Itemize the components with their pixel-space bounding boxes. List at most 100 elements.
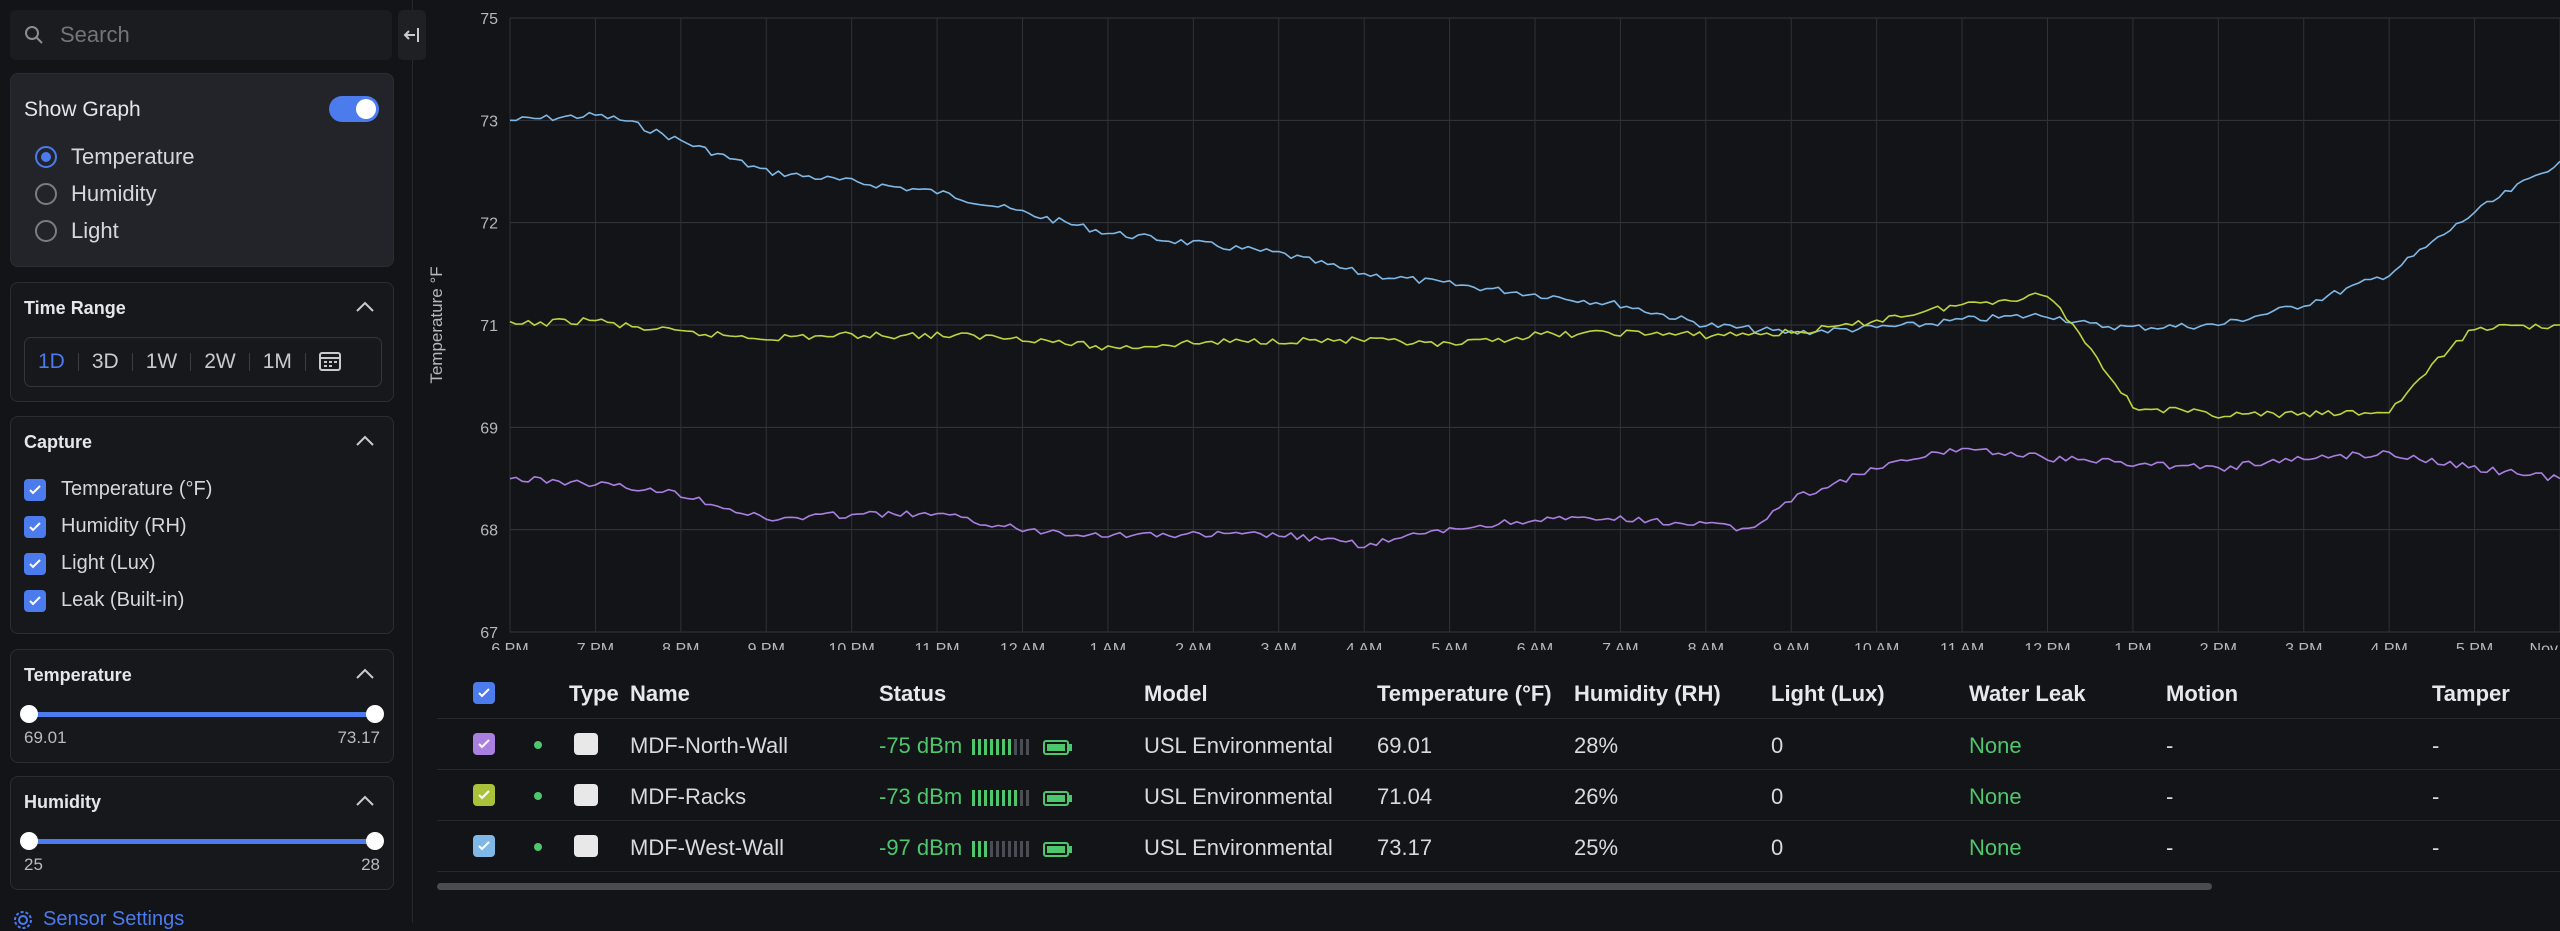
y-tick-label: 73	[480, 113, 498, 130]
row-checkbox[interactable]	[473, 733, 495, 755]
collapse-sidebar-button[interactable]	[398, 10, 426, 60]
sensor-name[interactable]: MDF-Racks	[630, 784, 747, 809]
x-tick-label: 2 PM	[2200, 641, 2237, 650]
search-input[interactable]	[58, 21, 362, 49]
online-status-dot	[534, 843, 542, 851]
column-header-status[interactable]: Status	[879, 681, 947, 706]
temperature-range-slider[interactable]	[20, 705, 384, 723]
time-range-1w[interactable]: 1W	[133, 351, 192, 372]
sensor-settings-link[interactable]: Sensor Settings	[13, 908, 184, 931]
signal-dbm: -97 dBm	[879, 835, 963, 860]
sensor-light: 0	[1771, 784, 1784, 809]
capture-light-checkbox[interactable]: Light (Lux)	[24, 552, 156, 575]
sensor-motion: -	[2166, 733, 2174, 758]
slider-min-handle[interactable]	[20, 832, 38, 850]
chevron-up-icon[interactable]	[355, 301, 375, 313]
table-row[interactable]: MDF-Racks -73 dBm USL Environmental 71.04 26…	[437, 770, 2560, 821]
series-line-2	[509, 292, 2560, 419]
humidity-filter-panel: Humidity 25 28	[10, 776, 394, 890]
time-range-1m[interactable]: 1M	[250, 351, 306, 372]
series-line-1	[509, 111, 2560, 336]
time-range-3d[interactable]: 3D	[79, 351, 133, 372]
slider-max-handle[interactable]	[366, 832, 384, 850]
temperature-min-value: 69.01	[24, 728, 67, 747]
column-header-name[interactable]: Name	[630, 681, 690, 706]
sensor-model: USL Environmental	[1144, 733, 1333, 758]
signal-dbm: -73 dBm	[879, 784, 963, 809]
capture-leak-checkbox[interactable]: Leak (Built-in)	[24, 589, 184, 612]
radio-humidity[interactable]: Humidity	[35, 181, 157, 207]
sensor-name[interactable]: MDF-North-Wall	[630, 733, 789, 758]
show-graph-toggle[interactable]	[329, 96, 379, 122]
x-tick-label: 8 PM	[662, 641, 699, 650]
column-header-tamper[interactable]: Tamper	[2432, 681, 2510, 706]
slider-max-handle[interactable]	[366, 705, 384, 723]
capture-humidity-checkbox[interactable]: Humidity (RH)	[24, 515, 187, 538]
y-tick-label: 69	[480, 420, 498, 437]
slider-min-handle[interactable]	[20, 705, 38, 723]
y-tick-label: 68	[480, 523, 498, 540]
column-header-temperature[interactable]: Temperature (°F)	[1377, 681, 1552, 706]
time-range-2w[interactable]: 2W	[191, 351, 250, 372]
radio-label: Light	[71, 218, 119, 243]
sensor-light: 0	[1771, 835, 1784, 860]
humidity-filter-title: Humidity	[24, 792, 102, 812]
sensor-light: 0	[1771, 733, 1784, 758]
chevron-up-icon[interactable]	[355, 795, 375, 807]
table-row[interactable]: MDF-North-Wall -75 dBm USL Environmental 69…	[437, 719, 2560, 770]
calendar-icon[interactable]	[306, 350, 355, 375]
search-box[interactable]	[10, 10, 392, 60]
x-tick-label: 2 AM	[1175, 641, 1211, 650]
capture-panel: Capture Temperature (°F) Humidity (RH) L…	[10, 416, 394, 634]
chevron-up-icon[interactable]	[355, 668, 375, 680]
humidity-min-value: 25	[24, 855, 43, 874]
sensor-motion: -	[2166, 835, 2174, 860]
column-header-light[interactable]: Light (Lux)	[1771, 681, 1885, 706]
sensor-settings-label: Sensor Settings	[43, 908, 185, 930]
x-tick-label: Nov	[2530, 641, 2558, 650]
humidity-range-slider[interactable]	[20, 832, 384, 850]
row-checkbox[interactable]	[473, 784, 495, 806]
sensor-type-icon	[574, 733, 598, 755]
checkmark-icon	[24, 515, 46, 538]
column-header-type[interactable]: Type	[569, 681, 619, 706]
column-header-water-leak[interactable]: Water Leak	[1969, 681, 2086, 706]
checkbox-label: Humidity (RH)	[61, 515, 187, 537]
sensor-tamper: -	[2432, 733, 2440, 758]
signal-bars-icon	[972, 790, 1030, 807]
sensor-name[interactable]: MDF-West-Wall	[630, 835, 784, 860]
horizontal-scrollbar[interactable]	[437, 883, 2212, 890]
x-tick-label: 3 PM	[2285, 641, 2322, 650]
battery-icon	[1043, 739, 1073, 755]
x-tick-label: 12 AM	[1000, 641, 1045, 650]
sensor-temperature: 73.17	[1377, 835, 1433, 860]
row-checkbox[interactable]	[473, 835, 495, 857]
column-header-humidity[interactable]: Humidity (RH)	[1574, 681, 1721, 706]
sensor-water-leak: None	[1969, 733, 2022, 758]
time-range-1d[interactable]: 1D	[25, 351, 79, 372]
sensor-temperature: 71.04	[1377, 784, 1433, 809]
time-range-title: Time Range	[24, 298, 126, 318]
x-tick-label: 8 AM	[1688, 641, 1724, 650]
radio-temperature[interactable]: Temperature	[35, 144, 195, 170]
online-status-dot	[534, 741, 542, 749]
signal-bars-icon	[972, 739, 1030, 756]
y-tick-label: 75	[480, 11, 498, 28]
x-tick-label: 1 AM	[1090, 641, 1126, 650]
time-range-panel: Time Range 1D 3D 1W 2W 1M	[10, 282, 394, 402]
y-tick-label: 71	[480, 318, 498, 335]
sensor-table: Type Name Status Model Temperature (°F) …	[437, 668, 2560, 872]
capture-temperature-checkbox[interactable]: Temperature (°F)	[24, 478, 212, 501]
checkmark-icon	[24, 589, 46, 612]
column-header-motion[interactable]: Motion	[2166, 681, 2239, 706]
chevron-up-icon[interactable]	[355, 435, 375, 447]
select-all-checkbox[interactable]	[473, 682, 495, 704]
time-range-segmented-control: 1D 3D 1W 2W 1M	[24, 337, 382, 387]
column-header-model[interactable]: Model	[1144, 681, 1208, 706]
sensor-tamper: -	[2432, 784, 2440, 809]
radio-label: Humidity	[71, 181, 157, 206]
radio-label: Temperature	[71, 144, 195, 169]
table-row[interactable]: MDF-West-Wall -97 dBm USL Environmental 73.…	[437, 821, 2560, 872]
radio-light[interactable]: Light	[35, 218, 119, 244]
search-icon	[25, 26, 43, 44]
